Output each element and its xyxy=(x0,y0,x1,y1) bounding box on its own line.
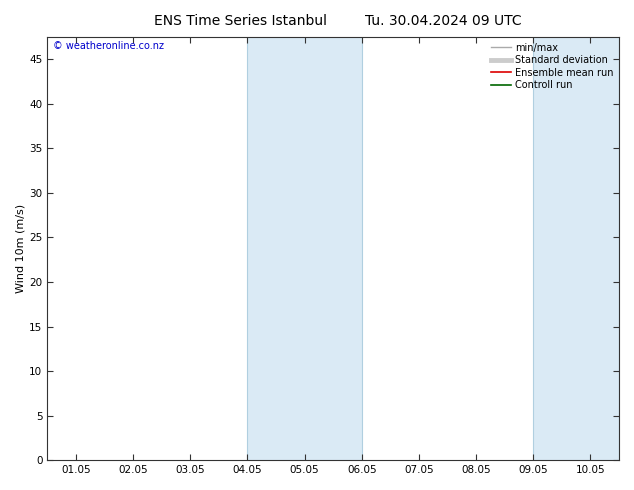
Text: ENS Time Series Istanbul: ENS Time Series Istanbul xyxy=(155,14,327,28)
Y-axis label: Wind 10m (m/s): Wind 10m (m/s) xyxy=(15,204,25,293)
Text: Tu. 30.04.2024 09 UTC: Tu. 30.04.2024 09 UTC xyxy=(365,14,522,28)
Bar xyxy=(533,37,619,460)
Text: © weatheronline.co.nz: © weatheronline.co.nz xyxy=(53,41,164,51)
Legend: min/max, Standard deviation, Ensemble mean run, Controll run: min/max, Standard deviation, Ensemble me… xyxy=(488,40,616,93)
Bar xyxy=(247,37,362,460)
